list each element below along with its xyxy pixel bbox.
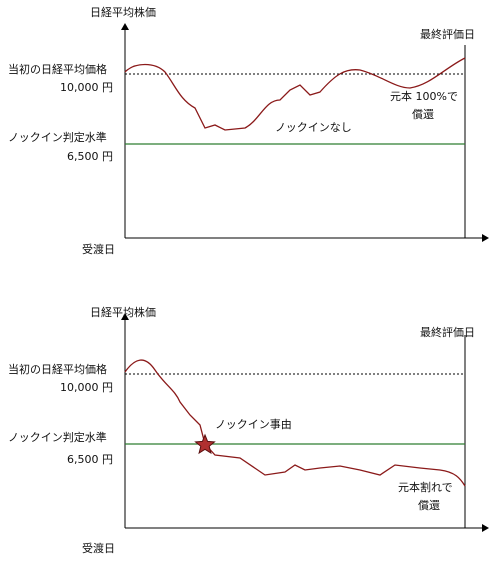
knockin-star: [194, 433, 216, 455]
panel: 日経平均株価 最終評価日 当初の日経平均価格 10,000 円 ノックイン判定水…: [8, 305, 489, 555]
initial-label: 当初の日経平均価格: [8, 362, 107, 376]
annotation: 償還: [418, 498, 440, 512]
initial-value: 10,000 円: [60, 81, 113, 94]
annotation: 元本 100%で: [390, 89, 458, 103]
final-label: 最終評価日: [420, 325, 475, 339]
knockin-label: ノックイン判定水準: [8, 130, 107, 144]
initial-value: 10,000 円: [60, 381, 113, 394]
knockin-value: 6,500 円: [67, 453, 113, 466]
y-axis-label: 日経平均株価: [90, 5, 156, 19]
initial-label: 当初の日経平均価格: [8, 62, 107, 76]
price-curve: [124, 57, 466, 131]
annotation: ノックイン事由: [215, 417, 292, 431]
knockin-value: 6,500 円: [67, 150, 113, 163]
y-axis-label: 日経平均株価: [90, 305, 156, 319]
panel: 日経平均株価 最終評価日 当初の日経平均価格 10,000 円 ノックイン判定水…: [8, 5, 489, 256]
knockin-label: ノックイン判定水準: [8, 430, 107, 444]
annotation: ノックインなし: [275, 121, 352, 134]
final-label: 最終評価日: [420, 27, 475, 41]
x-axis-label: 受渡日: [82, 541, 115, 555]
x-axis-label: 受渡日: [82, 242, 115, 256]
annotation: 元本割れで: [398, 480, 453, 494]
annotation: 償還: [412, 107, 434, 121]
